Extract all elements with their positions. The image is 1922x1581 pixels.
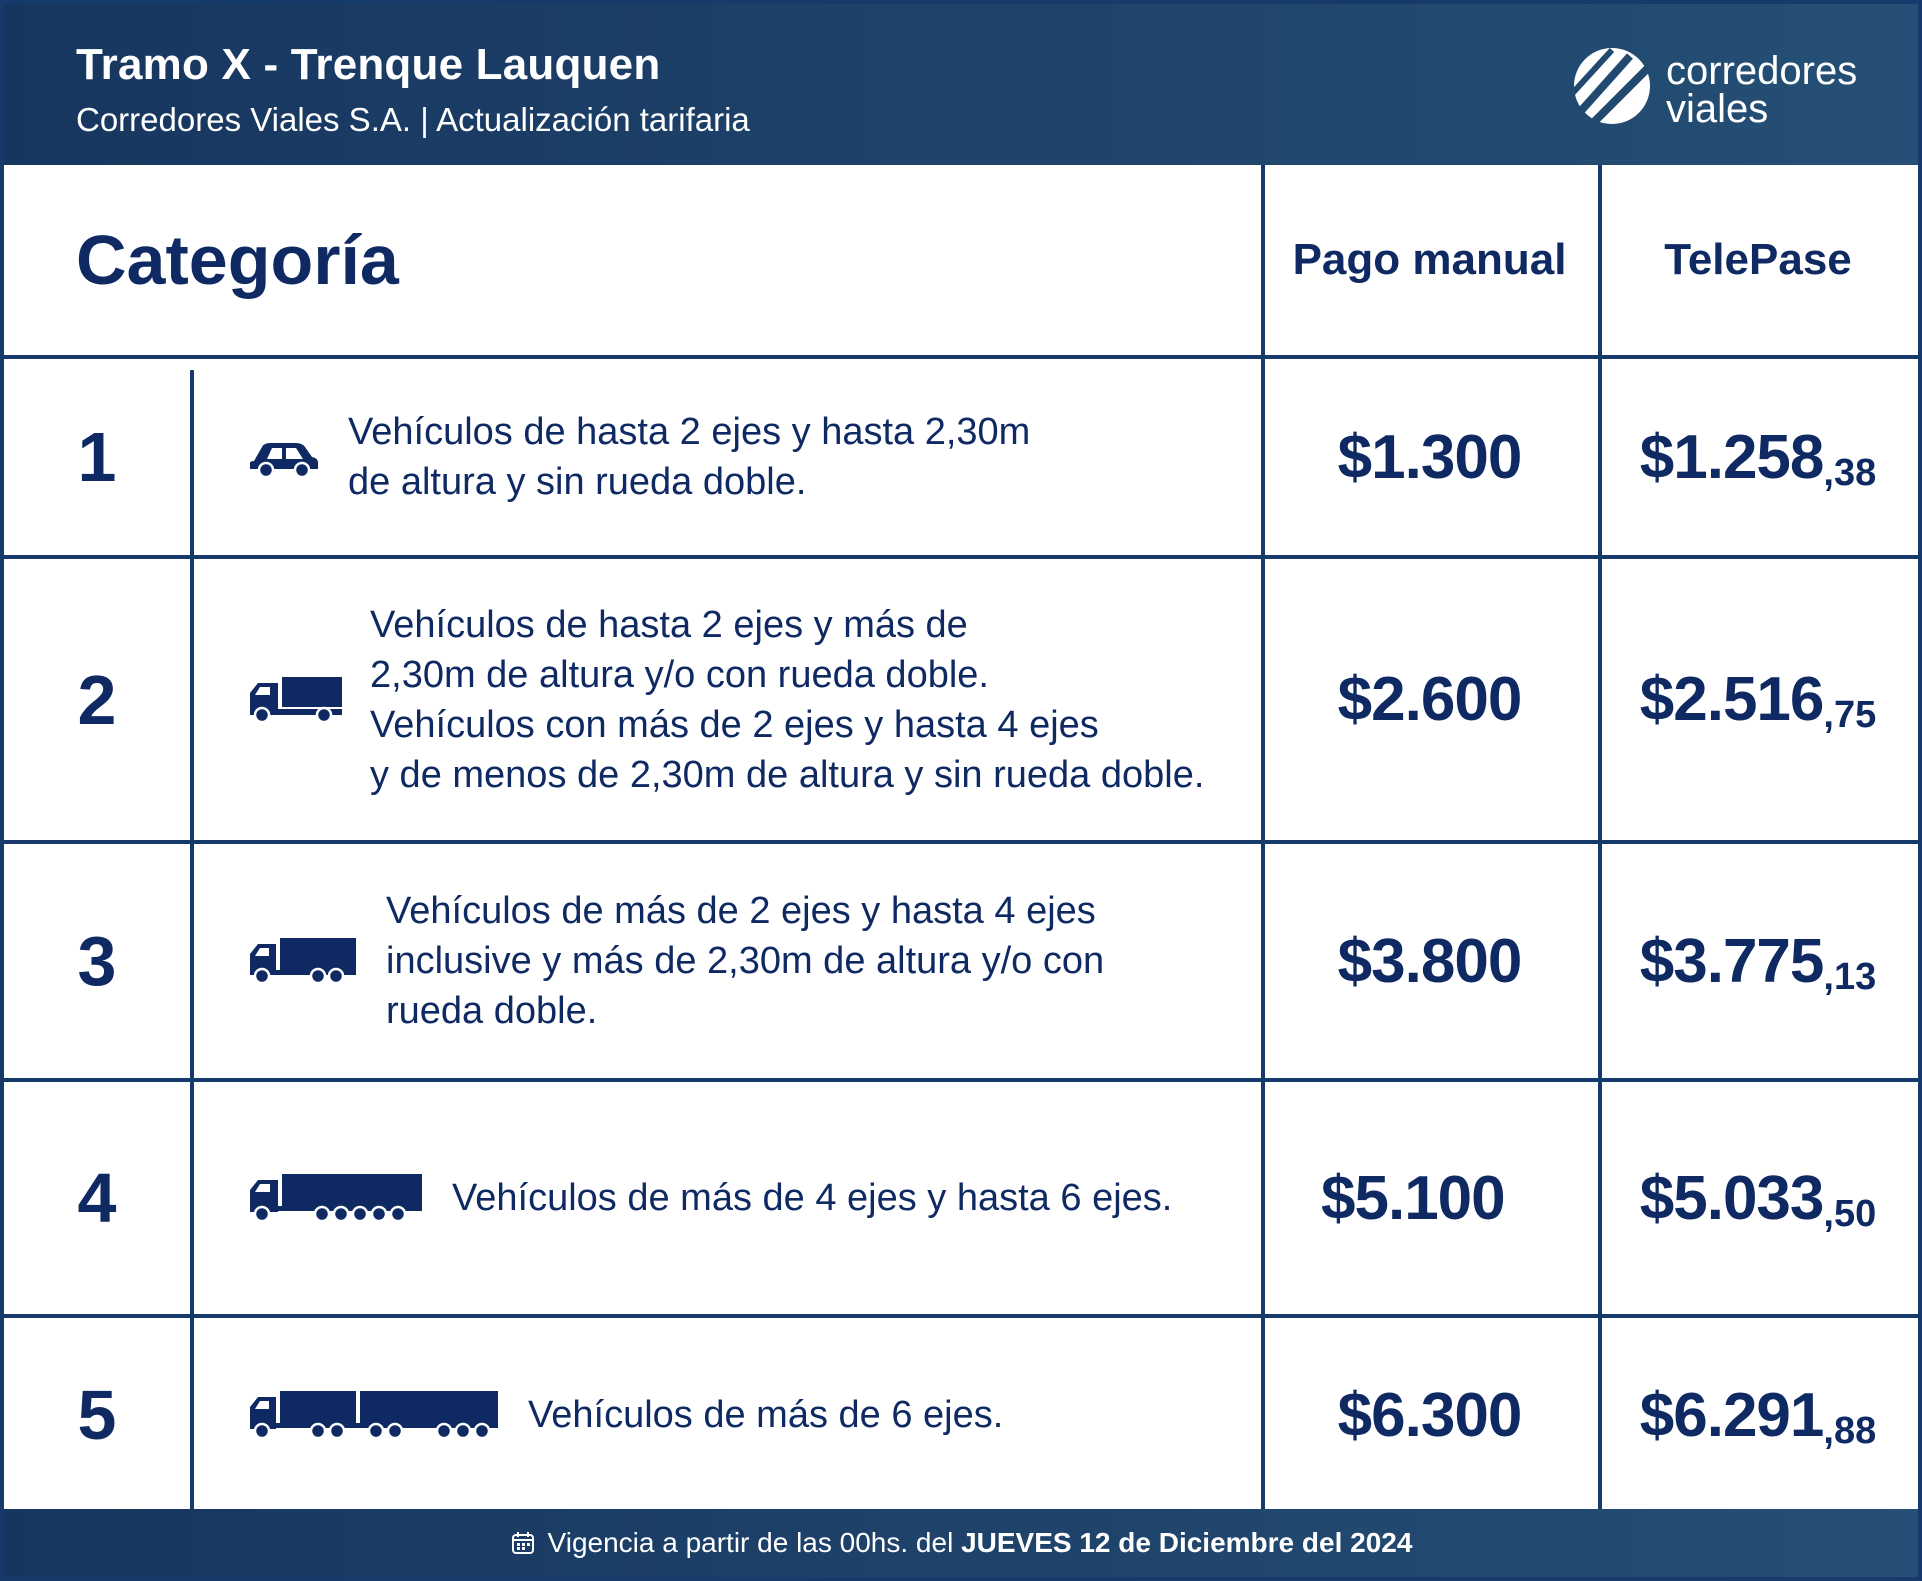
price-telepase-cents: ,75 (1823, 694, 1877, 736)
price-telepase-main: $6.291 (1639, 1380, 1825, 1450)
price-manual: $1.300 (1337, 422, 1523, 492)
column-divider (190, 370, 194, 1512)
price-telepase-main: $3.775 (1639, 926, 1825, 996)
calendar-icon (511, 1532, 534, 1554)
category-number: 3 (77, 922, 117, 1000)
category-description: Vehículos de más de 6 ejes. (528, 1394, 1004, 1436)
table-row: 2 Vehículos de hasta 2 ejes y más de 2,3… (4, 559, 1918, 840)
table-row: 3 Vehículos de más de 2 ejes y hasta 4 e… (4, 844, 1918, 1078)
logo-wordmark: corredores viales (1666, 49, 1858, 131)
category-number: 1 (77, 418, 117, 496)
category-number: 5 (77, 1376, 117, 1454)
validity-date: JUEVES 12 de Diciembre del 2024 (961, 1527, 1413, 1558)
page-subtitle: Corredores Viales S.A. | Actualización t… (76, 101, 750, 138)
truck-trailer-icon (248, 1318, 500, 1512)
price-manual: $3.800 (1337, 926, 1523, 996)
column-header-category: Categoría (76, 221, 399, 299)
category-number: 2 (77, 660, 117, 739)
category-description: Vehículos de hasta 2 ejes y más de 2,30m… (370, 603, 1205, 796)
table-row: 5 Vehículos de más (4, 1318, 1918, 1512)
logo-line-2: viales (1666, 87, 1769, 131)
price-telepase-cents: ,13 (1823, 955, 1877, 998)
medium-truck-icon (248, 844, 358, 1078)
small-truck-icon (248, 559, 344, 840)
logo-line-1: corredores (1666, 49, 1858, 93)
price-telepase: $5.033,50 (1598, 1082, 1918, 1314)
column-divider (1261, 165, 1265, 1512)
price-telepase-main: $5.033 (1639, 1163, 1825, 1233)
header-bar: Tramo X - Trenque Lauquen Corredores Via… (4, 4, 1918, 165)
row-divider (4, 355, 1918, 359)
semi-truck-icon (248, 1082, 424, 1314)
table-row: 1 Vehículos de hasta 2 ejes y hasta 2,30… (4, 359, 1918, 555)
price-telepase-cents: ,50 (1823, 1192, 1877, 1235)
category-number: 4 (77, 1159, 117, 1237)
column-divider (1598, 165, 1602, 1512)
logo-mark-icon (1572, 47, 1651, 125)
price-manual: $5.100 (1321, 1163, 1506, 1233)
price-telepase-cents: ,38 (1823, 451, 1877, 494)
price-manual: $6.300 (1337, 1380, 1523, 1450)
price-manual: $2.600 (1337, 665, 1523, 734)
price-telepase: $1.258,38 (1598, 359, 1918, 555)
category-description: Vehículos de más de 2 ejes y hasta 4 eje… (386, 890, 1105, 1032)
car-icon (248, 359, 320, 555)
row-divider (4, 1078, 1918, 1082)
category-description: Vehículos de hasta 2 ejes y hasta 2,30m … (348, 411, 1031, 503)
row-divider (4, 840, 1918, 844)
column-header-telepase: TelePase (1664, 235, 1852, 284)
price-telepase: $6.291,88 (1598, 1318, 1918, 1512)
price-telepase-main: $2.516 (1639, 665, 1825, 734)
price-telepase-main: $1.258 (1639, 422, 1825, 492)
column-header-manual: Pago manual (1292, 235, 1567, 284)
price-telepase: $3.775,13 (1598, 844, 1918, 1078)
corredores-viales-logo: corredores viales (1572, 44, 1872, 134)
validity-text: Vigencia a partir de las 00hs. del (547, 1527, 962, 1558)
table-row: 4 Vehículos de más de 4 ejes y hasta 6 e… (4, 1082, 1918, 1314)
price-telepase-cents: ,88 (1823, 1409, 1877, 1452)
row-divider (4, 555, 1918, 559)
footer-bar: Vigencia a partir de las 00hs. del JUEVE… (4, 1509, 1918, 1577)
row-divider (4, 1314, 1918, 1318)
page-title: Tramo X - Trenque Lauquen (76, 40, 661, 89)
category-description: Vehículos de más de 4 ejes y hasta 6 eje… (452, 1177, 1173, 1219)
price-telepase: $2.516,75 (1598, 559, 1918, 840)
